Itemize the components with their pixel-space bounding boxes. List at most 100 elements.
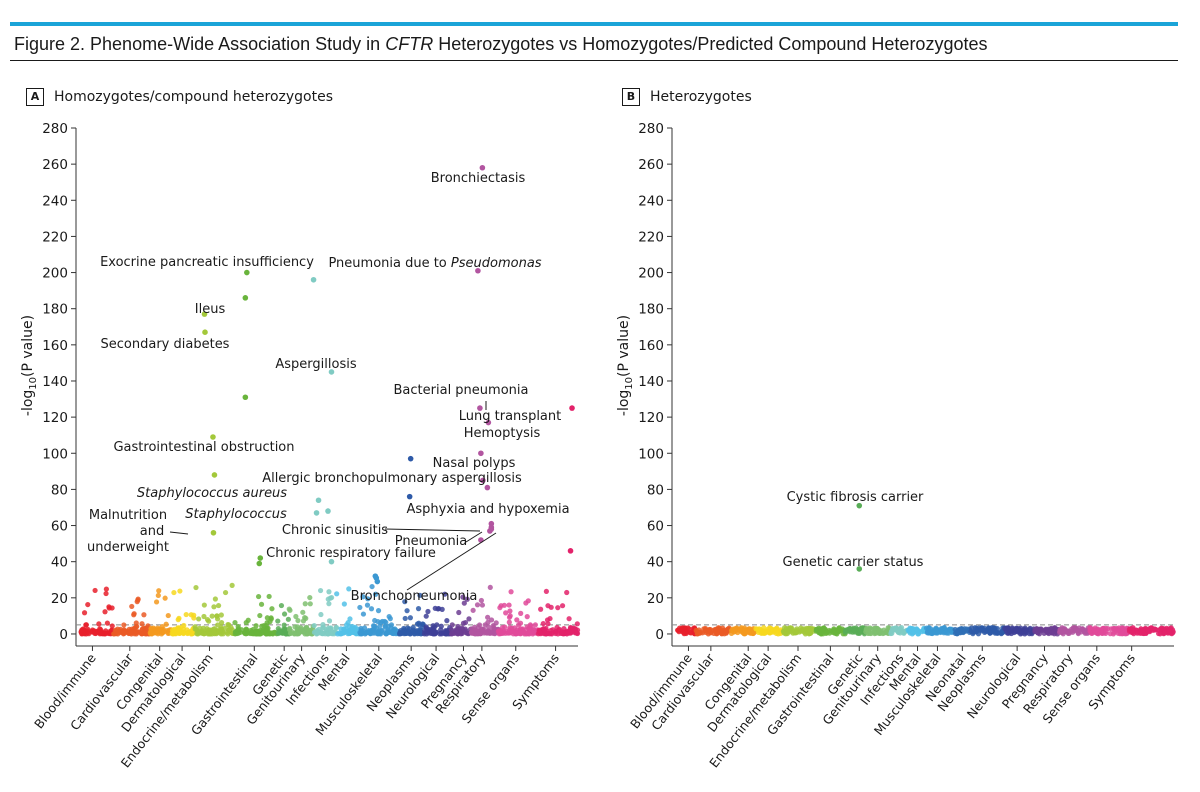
point — [1041, 630, 1047, 636]
point — [1045, 629, 1052, 635]
category-points-respiratory — [1056, 625, 1092, 637]
highlight-point-aspergillosis — [328, 369, 335, 375]
notable-point — [257, 555, 264, 561]
point — [496, 628, 502, 634]
point — [1119, 631, 1125, 637]
point — [506, 602, 512, 608]
point — [226, 622, 232, 628]
point — [192, 626, 198, 632]
point — [287, 607, 293, 613]
panel-a-title: Homozygotes/compound heterozygotes — [54, 89, 334, 105]
point — [1019, 630, 1025, 636]
point — [296, 630, 302, 636]
point — [264, 615, 270, 621]
point — [954, 628, 960, 635]
point — [109, 623, 115, 629]
y-tick-label: 280 — [638, 121, 664, 137]
point — [417, 592, 423, 598]
point — [196, 616, 202, 622]
point — [201, 631, 207, 637]
point — [129, 603, 135, 610]
point — [453, 627, 459, 633]
point — [719, 631, 725, 637]
point — [382, 623, 388, 629]
point — [153, 599, 160, 605]
y-tick-label: 260 — [638, 157, 664, 173]
point — [326, 589, 332, 595]
point — [300, 609, 306, 615]
point — [425, 626, 431, 632]
notable-point — [407, 455, 414, 462]
point — [96, 621, 102, 627]
point — [497, 605, 503, 611]
point — [459, 625, 465, 631]
point — [910, 630, 916, 636]
annotation-chronic-sinusitis: Chronic sinusitis — [282, 523, 388, 538]
point — [365, 596, 371, 602]
point — [171, 628, 177, 635]
point — [1051, 631, 1057, 637]
point — [836, 625, 842, 631]
point — [222, 589, 229, 596]
point — [1061, 628, 1068, 634]
point — [175, 617, 181, 623]
point — [407, 615, 413, 621]
point — [222, 625, 228, 631]
point — [753, 626, 759, 632]
point — [488, 617, 495, 623]
annotation-gastrointestinal-obstruction: Gastrointestinal obstruction — [113, 440, 294, 455]
point — [701, 626, 707, 632]
point — [334, 591, 340, 597]
point — [532, 622, 538, 628]
category-points-blood-immune — [78, 586, 115, 637]
point — [391, 629, 397, 635]
annotation-pneumonia: Pneumonia — [395, 534, 468, 549]
point — [978, 628, 985, 634]
point — [255, 593, 262, 600]
point — [934, 630, 940, 636]
y-tick-label: 80 — [647, 482, 664, 498]
point — [449, 631, 455, 637]
point — [708, 630, 714, 636]
point — [238, 627, 245, 633]
point — [1008, 630, 1014, 637]
point — [508, 589, 514, 595]
point — [360, 594, 366, 600]
highlight-point-gastrointestinal-obstruction — [210, 434, 216, 440]
point — [402, 615, 408, 622]
point — [971, 629, 977, 635]
point — [514, 617, 520, 623]
y-tick-label: 200 — [42, 266, 68, 282]
point — [161, 629, 167, 635]
point — [159, 623, 165, 630]
point — [263, 623, 269, 629]
point — [826, 630, 833, 636]
figure-title: Figure 2. Phenome-Wide Association Study… — [14, 34, 987, 55]
point — [117, 628, 123, 634]
point — [1074, 627, 1080, 634]
point — [1057, 627, 1063, 633]
annotation-pneumonia-due-to-pseudomonas: Pneumonia due to Pseudomonas — [328, 256, 541, 271]
notable-point — [567, 548, 574, 554]
point — [907, 625, 913, 631]
point — [472, 624, 478, 630]
panel-a-letter: A — [26, 88, 44, 106]
point — [555, 605, 561, 611]
point — [696, 630, 703, 636]
point — [138, 631, 144, 637]
point — [163, 621, 169, 627]
highlight-point-bronchiectasis — [479, 164, 486, 171]
point — [506, 619, 512, 625]
point — [232, 620, 238, 626]
point — [402, 599, 408, 605]
point — [156, 588, 162, 594]
point — [307, 594, 313, 601]
point — [79, 627, 85, 633]
leader-line — [406, 532, 497, 591]
point — [545, 603, 551, 609]
point — [269, 630, 275, 636]
point — [133, 620, 139, 626]
point — [412, 628, 418, 634]
point — [318, 611, 324, 618]
annotation-hemoptysis: Hemoptysis — [464, 426, 541, 441]
